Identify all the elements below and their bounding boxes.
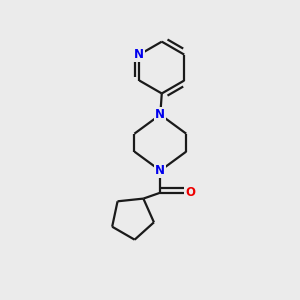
- Text: N: N: [155, 108, 165, 121]
- Text: O: O: [185, 186, 195, 199]
- Text: N: N: [155, 164, 165, 177]
- Text: N: N: [134, 48, 144, 61]
